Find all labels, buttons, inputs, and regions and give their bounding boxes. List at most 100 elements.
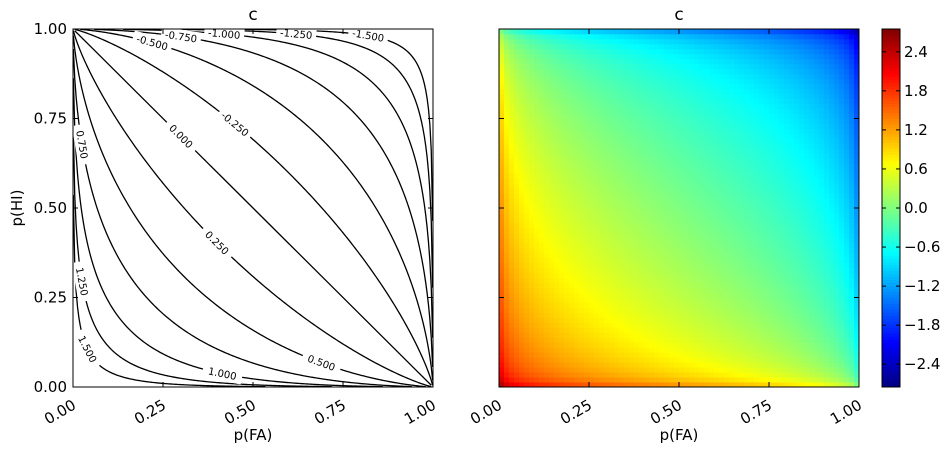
heatmap-cell: [804, 327, 809, 332]
heatmap-cell: [749, 178, 754, 183]
heatmap-cell: [679, 288, 684, 293]
heatmap-cell: [499, 307, 504, 312]
heatmap-cell: [814, 59, 819, 64]
heatmap-cell: [729, 347, 734, 352]
heatmap-cell: [544, 133, 549, 138]
heatmap-cell: [739, 143, 744, 148]
heatmap-cell: [719, 183, 724, 188]
heatmap-cell: [614, 278, 619, 283]
heatmap-cell: [729, 278, 734, 283]
heatmap-cell: [674, 158, 679, 163]
heatmap-cell: [569, 64, 574, 69]
heatmap-cell: [779, 243, 784, 248]
heatmap-cell: [774, 342, 779, 347]
heatmap-cell: [794, 327, 799, 332]
heatmap-cell: [839, 347, 844, 352]
heatmap-cell: [719, 54, 724, 59]
heatmap-cell: [574, 178, 579, 183]
heatmap-cell: [524, 104, 529, 109]
heatmap-cell: [759, 367, 764, 372]
heatmap-cell: [749, 337, 754, 342]
heatmap-cell: [644, 213, 649, 218]
heatmap-cell: [499, 357, 504, 362]
heatmap-cell: [699, 69, 704, 74]
heatmap-cell: [549, 218, 554, 223]
heatmap-cell: [779, 64, 784, 69]
heatmap-cell: [549, 109, 554, 114]
heatmap-cell: [529, 119, 534, 124]
heatmap-cell: [779, 168, 784, 173]
heatmap-cell: [514, 59, 519, 64]
heatmap-cell: [719, 114, 724, 119]
heatmap-cell: [784, 44, 789, 49]
heatmap-cell: [559, 258, 564, 263]
heatmap-cell: [674, 233, 679, 238]
heatmap-cell: [579, 44, 584, 49]
heatmap-cell: [579, 198, 584, 203]
heatmap-cell: [534, 238, 539, 243]
heatmap-cell: [754, 372, 759, 377]
heatmap-cell: [699, 188, 704, 193]
heatmap-cell: [529, 362, 534, 367]
heatmap-cell: [604, 263, 609, 268]
heatmap-cell: [704, 119, 709, 124]
heatmap-cell: [509, 44, 514, 49]
heatmap-cell: [824, 332, 829, 337]
heatmap-cell: [704, 138, 709, 143]
heatmap-cell: [534, 99, 539, 104]
heatmap-cell: [609, 128, 614, 133]
heatmap-cell: [609, 253, 614, 258]
heatmap-cell: [714, 347, 719, 352]
heatmap-cell: [514, 188, 519, 193]
heatmap-cell: [814, 342, 819, 347]
heatmap-cell: [594, 109, 599, 114]
heatmap-cell: [799, 138, 804, 143]
heatmap-cell: [804, 372, 809, 377]
heatmap-cell: [809, 163, 814, 168]
heatmap-cell: [764, 238, 769, 243]
heatmap-cell: [709, 44, 714, 49]
heatmap-cell: [594, 153, 599, 158]
heatmap-cell: [704, 198, 709, 203]
heatmap-cell: [509, 377, 514, 382]
heatmap-cell: [549, 104, 554, 109]
heatmap-cell: [689, 94, 694, 99]
heatmap-cell: [564, 178, 569, 183]
heatmap-cell: [574, 268, 579, 273]
heatmap-cell: [709, 218, 714, 223]
heatmap-cell: [529, 278, 534, 283]
heatmap-cell: [599, 332, 604, 337]
heatmap-cell: [534, 44, 539, 49]
heatmap-cell: [719, 198, 724, 203]
heatmap-cell: [619, 357, 624, 362]
heatmap-cell: [704, 183, 709, 188]
heatmap-cell: [539, 128, 544, 133]
heatmap-cell: [779, 148, 784, 153]
heatmap-cell: [729, 332, 734, 337]
heatmap-cell: [664, 332, 669, 337]
heatmap-cell: [699, 123, 704, 128]
heatmap-cell: [719, 153, 724, 158]
heatmap-cell: [524, 332, 529, 337]
heatmap-cell: [539, 317, 544, 322]
heatmap-cell: [654, 337, 659, 342]
heatmap-cell: [584, 253, 589, 258]
heatmap-cell: [589, 123, 594, 128]
heatmap-cell: [709, 109, 714, 114]
heatmap-cell: [614, 74, 619, 79]
heatmap-cell: [714, 243, 719, 248]
heatmap-cell: [714, 79, 719, 84]
heatmap-cell: [504, 377, 509, 382]
heatmap-cell: [589, 302, 594, 307]
heatmap-cell: [719, 253, 724, 258]
heatmap-cell: [609, 248, 614, 253]
heatmap-cell: [804, 377, 809, 382]
heatmap-cell: [719, 347, 724, 352]
heatmap-cell: [779, 29, 784, 34]
heatmap-cell: [649, 238, 654, 243]
heatmap-cell: [654, 248, 659, 253]
heatmap-cell: [574, 193, 579, 198]
heatmap-cell: [834, 99, 839, 104]
heatmap-cell: [809, 298, 814, 303]
heatmap-cell: [584, 104, 589, 109]
